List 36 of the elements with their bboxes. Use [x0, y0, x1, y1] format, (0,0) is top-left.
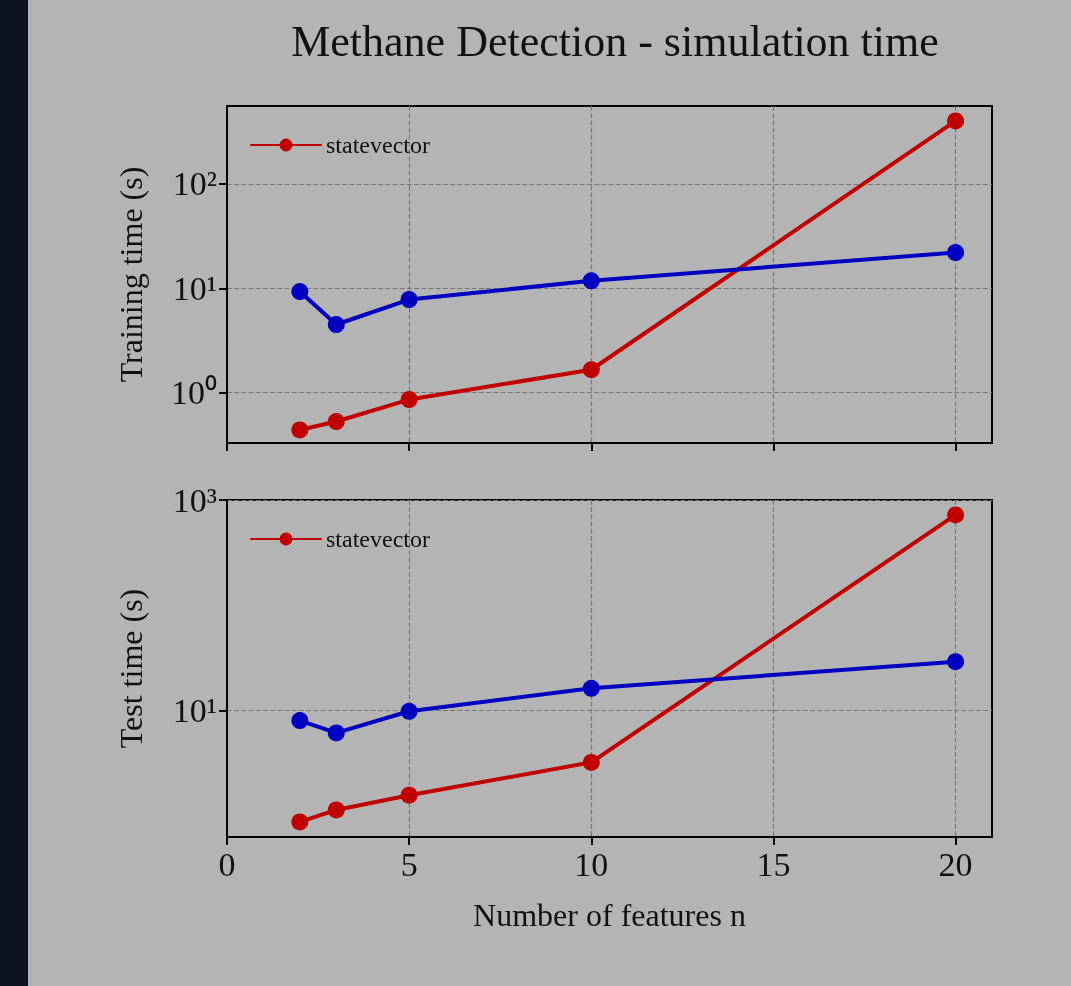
point [947, 506, 965, 524]
y-tick-label: 10¹ [172, 269, 217, 307]
x-tick-label: 15 [756, 845, 791, 883]
point [327, 801, 345, 819]
y-axis-title: Training time (s) [113, 166, 149, 383]
point [582, 679, 600, 697]
x-tick-label: 5 [400, 845, 418, 883]
y-tick-label: 10¹ [172, 691, 217, 729]
point [582, 272, 600, 290]
y-tick-label: 10⁰ [171, 374, 217, 412]
point [291, 813, 309, 831]
x-tick-label: 20 [938, 845, 973, 883]
x-tick-label: 0 [218, 845, 236, 883]
y-tick-label: 10³ [172, 481, 217, 519]
point [400, 786, 418, 804]
point [400, 391, 418, 409]
y-tick-label: 10² [172, 165, 217, 203]
point [327, 413, 345, 431]
point [947, 112, 965, 130]
point [400, 291, 418, 309]
legend-label: statevector [326, 526, 430, 552]
point [291, 712, 309, 730]
point [291, 421, 309, 439]
point [947, 653, 965, 671]
point [327, 316, 345, 334]
point [582, 361, 600, 379]
point [400, 702, 418, 720]
x-tick-label: 10 [574, 845, 609, 883]
point [582, 753, 600, 771]
point [947, 244, 965, 262]
point [327, 724, 345, 742]
x-axis-title: Number of features n [473, 897, 746, 933]
y-axis-title: Test time (s) [113, 588, 149, 749]
point [291, 283, 309, 301]
chart-title: Methane Detection - simulation time [291, 16, 939, 66]
legend-label: statevector [326, 132, 430, 158]
